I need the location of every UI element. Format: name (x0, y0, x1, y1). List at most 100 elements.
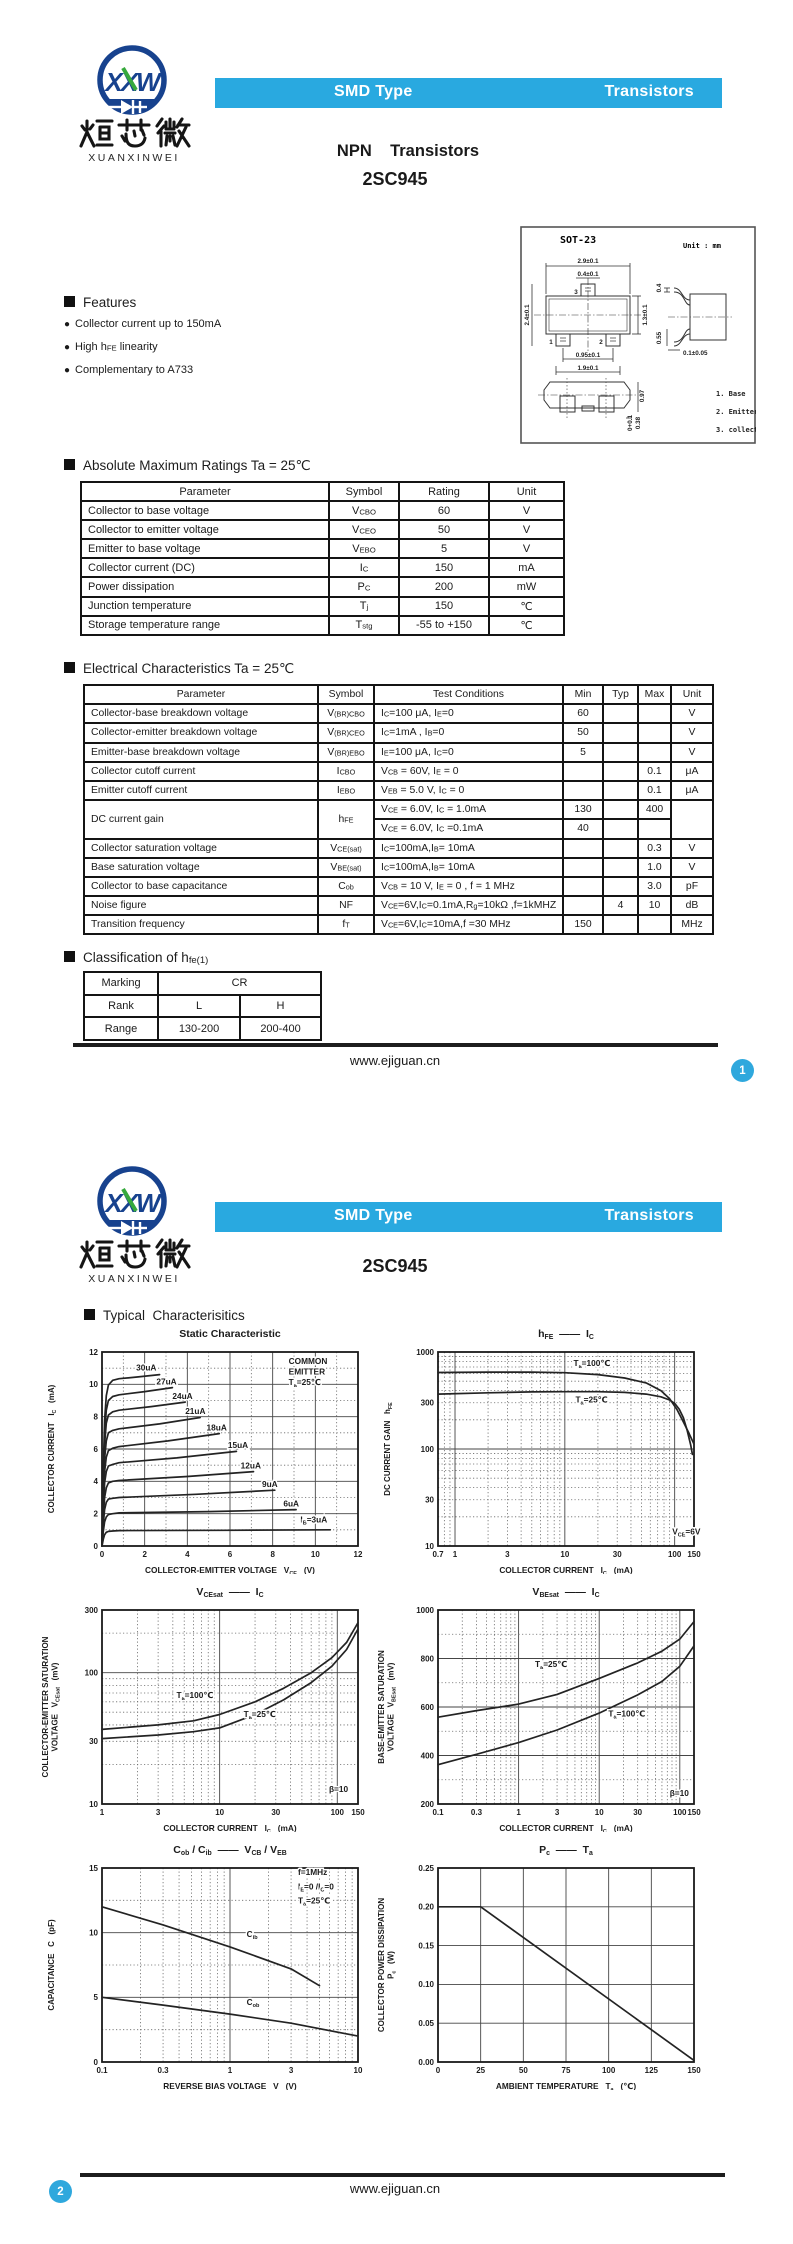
table-row: Noise figure NF VCE=6V,IC=0.1mA,Rg=10kΩ ,f… (83, 895, 714, 917)
chart-vbesat-vs-ic: 0.1 0.3 1 3 10 30 100 150 200 400 600 800 1000 Ta=25℃… (376, 1574, 728, 1832)
table-cell: fT (317, 914, 375, 936)
svg-text:Ta=100℃: Ta=100℃ (574, 1358, 611, 1370)
svg-text:2. Emitter: 2. Emitter (716, 408, 756, 416)
svg-text:0.20: 0.20 (418, 1903, 434, 1912)
table-cell: Storage temperature range (80, 614, 330, 636)
table-cell: 200-400 (238, 1016, 323, 1042)
chart-svg: 0.7 1 3 10 30 100 150 10 30 100 300 1000 Ta=100℃ Ta=2… (383, 1328, 702, 1574)
table-cell: NF (317, 895, 375, 917)
svg-text:0.10: 0.10 (418, 1980, 434, 1989)
svg-text:50: 50 (519, 2066, 528, 2075)
table-cell: 130 (562, 799, 604, 821)
svg-text:10: 10 (89, 1380, 98, 1389)
chart-svg: 0.1 0.3 1 3 10 0 5 10 15 Cib Cob f=1MHz IE=0 /IC=0 Ta… (47, 1844, 363, 2090)
svg-text:COMMON: COMMON (289, 1356, 328, 1366)
svg-text:EMITTER: EMITTER (289, 1367, 325, 1377)
table-cell: V (488, 538, 565, 560)
svg-text:0.1: 0.1 (96, 2066, 108, 2075)
table-cell: Marking (83, 971, 159, 996)
svg-text:10: 10 (560, 1550, 569, 1559)
svg-text:IB=3uA: IB=3uA (300, 1515, 327, 1527)
classification-heading: Classification of hfe(1) (64, 950, 208, 966)
svg-text:21uA: 21uA (185, 1406, 205, 1416)
table-cell: 3.0 (637, 875, 672, 898)
svg-text:1000: 1000 (416, 1606, 434, 1615)
svg-text:Ta=100℃: Ta=100℃ (177, 1690, 214, 1702)
company-logo-p2: XXW XUANXINWEI (58, 1163, 210, 1287)
table-row: Base saturation voltage VBE(sat) IC=100mA,… (83, 856, 714, 878)
svg-text:30uA: 30uA (136, 1363, 156, 1373)
chart-svg: 0 25 50 75 100 125 150 0.00 0.05 0.10 0.15 0.20 0.25… (377, 1844, 701, 2090)
svg-text:2: 2 (599, 339, 603, 346)
svg-text:600: 600 (421, 1703, 435, 1712)
svg-text:10: 10 (354, 2066, 363, 2075)
svg-text:100: 100 (673, 1808, 687, 1817)
table-cell: ℃ (488, 614, 565, 636)
table-cell (670, 799, 714, 840)
page-number-badge-1: 1 (731, 1059, 754, 1082)
section-marker (64, 296, 75, 307)
table-cell: IC (328, 557, 400, 579)
svg-text:0.05: 0.05 (418, 2019, 434, 2028)
logo-cn-hidden: 烜芯微 (58, 166, 59, 167)
table-cell: mA (488, 557, 565, 579)
table-row: DC current gain hFE VCE = 6.0V, IC = 1.0mA… (83, 799, 714, 840)
footer-rule-p2 (80, 2173, 725, 2177)
table-cell: Emitter to base voltage (80, 538, 330, 560)
svg-text:COLLECTOR-EMITTER SATURATION: COLLECTOR-EMITTER SATURATION (41, 1636, 50, 1777)
footer-url-p1[interactable]: www.ejiguan.cn (349, 1053, 441, 1068)
table-row: Emitter cutoff current IEBO VEB = 5.0 V, I… (83, 779, 714, 802)
svg-text:2.9±0.1: 2.9±0.1 (578, 258, 599, 265)
footer-url-p2[interactable]: www.ejiguan.cn (349, 2181, 441, 2196)
table-cell: CR (156, 971, 323, 996)
svg-text:XXW: XXW (103, 67, 163, 97)
table-cell: 200 (398, 576, 490, 598)
series-IB=3uA (101, 1528, 332, 1547)
svg-text:30: 30 (613, 1550, 622, 1559)
svg-text:Pc —— Ta: Pc —— Ta (539, 1844, 593, 1857)
svg-text:0.3: 0.3 (158, 2066, 170, 2075)
svg-text:12: 12 (354, 1550, 363, 1559)
section-marker (64, 951, 75, 962)
table-cell: 5 (562, 741, 604, 763)
svg-text:0.15: 0.15 (418, 1941, 434, 1950)
table-cell: Collector to base capacitance (83, 875, 319, 898)
header-bar-page2: SMD Type Transistors (215, 1202, 722, 1232)
table-cell (602, 856, 639, 878)
logo-mark: XXW (97, 1166, 167, 1236)
table-cell: V (670, 741, 714, 763)
table-cell: V (488, 519, 565, 541)
table-cell (637, 703, 672, 725)
table-cell (637, 741, 672, 763)
table-cell: 400 (637, 799, 672, 821)
svg-text:10: 10 (215, 1808, 224, 1817)
bullet-icon: ● (64, 319, 71, 330)
svg-text:0.1: 0.1 (432, 1808, 444, 1817)
table-cell: V (670, 703, 714, 725)
table-cell (602, 875, 639, 898)
svg-text:15: 15 (89, 1864, 98, 1873)
svg-text:1: 1 (453, 1550, 458, 1559)
svg-text:100: 100 (602, 2066, 616, 2075)
table-cell: hFE (317, 799, 375, 840)
table-cell: 50 (398, 519, 490, 541)
svg-text:2: 2 (94, 1509, 99, 1518)
table-cell: V (670, 856, 714, 878)
table-cell: VCE(sat) (317, 837, 375, 859)
svg-text:Cob / Cib —— VCB / VEB: Cob / Cib —— VCB / VEB (173, 1844, 286, 1857)
svg-text:100: 100 (421, 1445, 435, 1454)
table-row: VCE = 6.0V, IC =0.1mA 40 (84, 818, 713, 840)
svg-text:27uA: 27uA (156, 1376, 176, 1386)
table-cell: Collector to emitter voltage (80, 519, 330, 541)
elec-char-heading: Electrical Characteristics Ta = 25℃ (64, 661, 294, 677)
svg-text:COLLECTOR CURRENT IC (mA): COLLECTOR CURRENT IC (mA) (47, 1384, 58, 1513)
svg-text:75: 75 (562, 2066, 571, 2075)
svg-text:0.00: 0.00 (418, 2058, 434, 2067)
svg-text:0.4: 0.4 (656, 283, 663, 292)
table-header-cell: Max (637, 683, 672, 706)
table-cell: V (670, 722, 714, 744)
features-heading: Features (64, 295, 136, 310)
chart-capacitance-vs-bias: 0.1 0.3 1 3 10 0 5 10 15 Cib Cob f=1MHz IE=0 /IC=0 Ta… (40, 1832, 392, 2090)
table-cell: IEBO (317, 779, 375, 802)
